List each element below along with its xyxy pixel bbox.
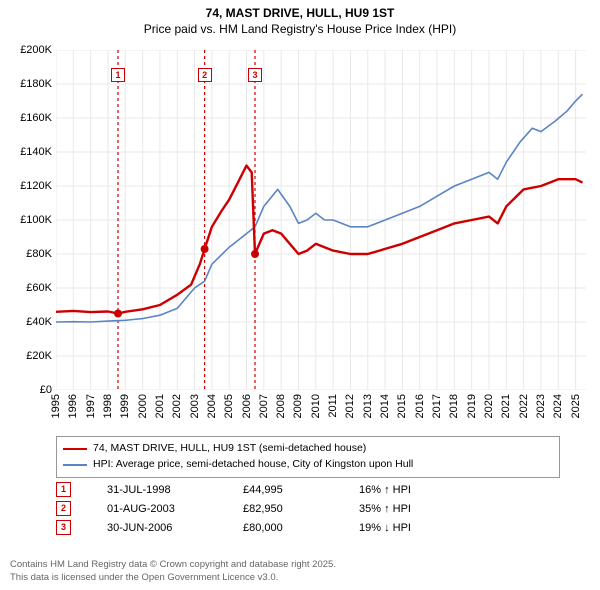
event-price-1: £44,995 [243, 484, 323, 496]
plot-svg [56, 50, 586, 390]
x-tick-label: 2013 [362, 394, 374, 418]
event-pct-1: 16% ↑ HPI [359, 484, 439, 496]
x-tick-label: 1998 [102, 394, 114, 418]
y-tick-label: £160K [2, 112, 52, 124]
x-tick-label: 2006 [241, 394, 253, 418]
event-marker-3: 3 [56, 520, 71, 535]
y-tick-label: £200K [2, 44, 52, 56]
y-tick-label: £180K [2, 78, 52, 90]
event-row-2: 2 01-AUG-2003 £82,950 35% ↑ HPI [56, 499, 556, 518]
x-tick-label: 2024 [552, 394, 564, 418]
x-tick-label: 2022 [518, 394, 530, 418]
event-marker-2: 2 [56, 501, 71, 516]
event-price-2: £82,950 [243, 503, 323, 515]
credits-line-2: This data is licensed under the Open Gov… [10, 572, 336, 584]
event-date-3: 30-JUN-2006 [107, 522, 207, 534]
legend: 74, MAST DRIVE, HULL, HU9 1ST (semi-deta… [56, 436, 560, 478]
x-tick-label: 2001 [154, 394, 166, 418]
x-tick-label: 2005 [223, 394, 235, 418]
x-tick-label: 1996 [67, 394, 79, 418]
y-tick-label: £80K [2, 248, 52, 260]
y-tick-label: £100K [2, 214, 52, 226]
event-pct-3: 19% ↓ HPI [359, 522, 439, 534]
event-date-1: 31-JUL-1998 [107, 484, 207, 496]
x-tick-label: 2008 [275, 394, 287, 418]
legend-label-2: HPI: Average price, semi-detached house,… [93, 457, 413, 473]
chart-title: 74, MAST DRIVE, HULL, HU9 1ST [0, 0, 600, 22]
x-tick-label: 1997 [85, 394, 97, 418]
x-tick-label: 2004 [206, 394, 218, 418]
x-tick-label: 2014 [379, 394, 391, 418]
event-date-2: 01-AUG-2003 [107, 503, 207, 515]
event-row-1: 1 31-JUL-1998 £44,995 16% ↑ HPI [56, 480, 556, 499]
event-pct-2: 35% ↑ HPI [359, 503, 439, 515]
chart-marker-2: 2 [198, 68, 212, 82]
chart-marker-1: 1 [111, 68, 125, 82]
y-tick-label: £60K [2, 282, 52, 294]
y-tick-label: £120K [2, 180, 52, 192]
legend-row-2: HPI: Average price, semi-detached house,… [63, 457, 553, 473]
chart-subtitle: Price paid vs. HM Land Registry's House … [0, 22, 600, 40]
legend-label-1: 74, MAST DRIVE, HULL, HU9 1ST (semi-deta… [93, 441, 366, 457]
legend-swatch-1 [63, 448, 87, 450]
x-tick-label: 2012 [344, 394, 356, 418]
x-tick-label: 2019 [466, 394, 478, 418]
x-tick-label: 2010 [310, 394, 322, 418]
x-tick-label: 2000 [137, 394, 149, 418]
x-tick-label: 2002 [171, 394, 183, 418]
x-tick-label: 2018 [448, 394, 460, 418]
event-marker-1: 1 [56, 482, 71, 497]
y-tick-label: £40K [2, 316, 52, 328]
x-tick-label: 2016 [414, 394, 426, 418]
x-tick-label: 1995 [50, 394, 62, 418]
credits-line-1: Contains HM Land Registry data © Crown c… [10, 559, 336, 571]
legend-row-1: 74, MAST DRIVE, HULL, HU9 1ST (semi-deta… [63, 441, 553, 457]
events-table: 1 31-JUL-1998 £44,995 16% ↑ HPI 2 01-AUG… [56, 480, 556, 537]
x-tick-label: 2015 [396, 394, 408, 418]
y-tick-label: £20K [2, 350, 52, 362]
legend-swatch-2 [63, 464, 87, 466]
y-tick-label: £140K [2, 146, 52, 158]
event-row-3: 3 30-JUN-2006 £80,000 19% ↓ HPI [56, 518, 556, 537]
x-tick-label: 2009 [292, 394, 304, 418]
x-tick-label: 2011 [327, 394, 339, 418]
x-tick-label: 2003 [189, 394, 201, 418]
y-tick-label: £0 [2, 384, 52, 396]
x-tick-label: 2007 [258, 394, 270, 418]
credits: Contains HM Land Registry data © Crown c… [10, 559, 336, 584]
x-tick-label: 2020 [483, 394, 495, 418]
x-tick-label: 1999 [119, 394, 131, 418]
chart-container: { "title_line1": "74, MAST DRIVE, HULL, … [0, 0, 600, 590]
x-tick-label: 2017 [431, 394, 443, 418]
plot-area: 1 2 3 [56, 50, 586, 390]
x-tick-label: 2023 [535, 394, 547, 418]
chart-marker-3: 3 [248, 68, 262, 82]
x-tick-label: 2025 [570, 394, 582, 418]
x-tick-label: 2021 [500, 394, 512, 418]
event-price-3: £80,000 [243, 522, 323, 534]
